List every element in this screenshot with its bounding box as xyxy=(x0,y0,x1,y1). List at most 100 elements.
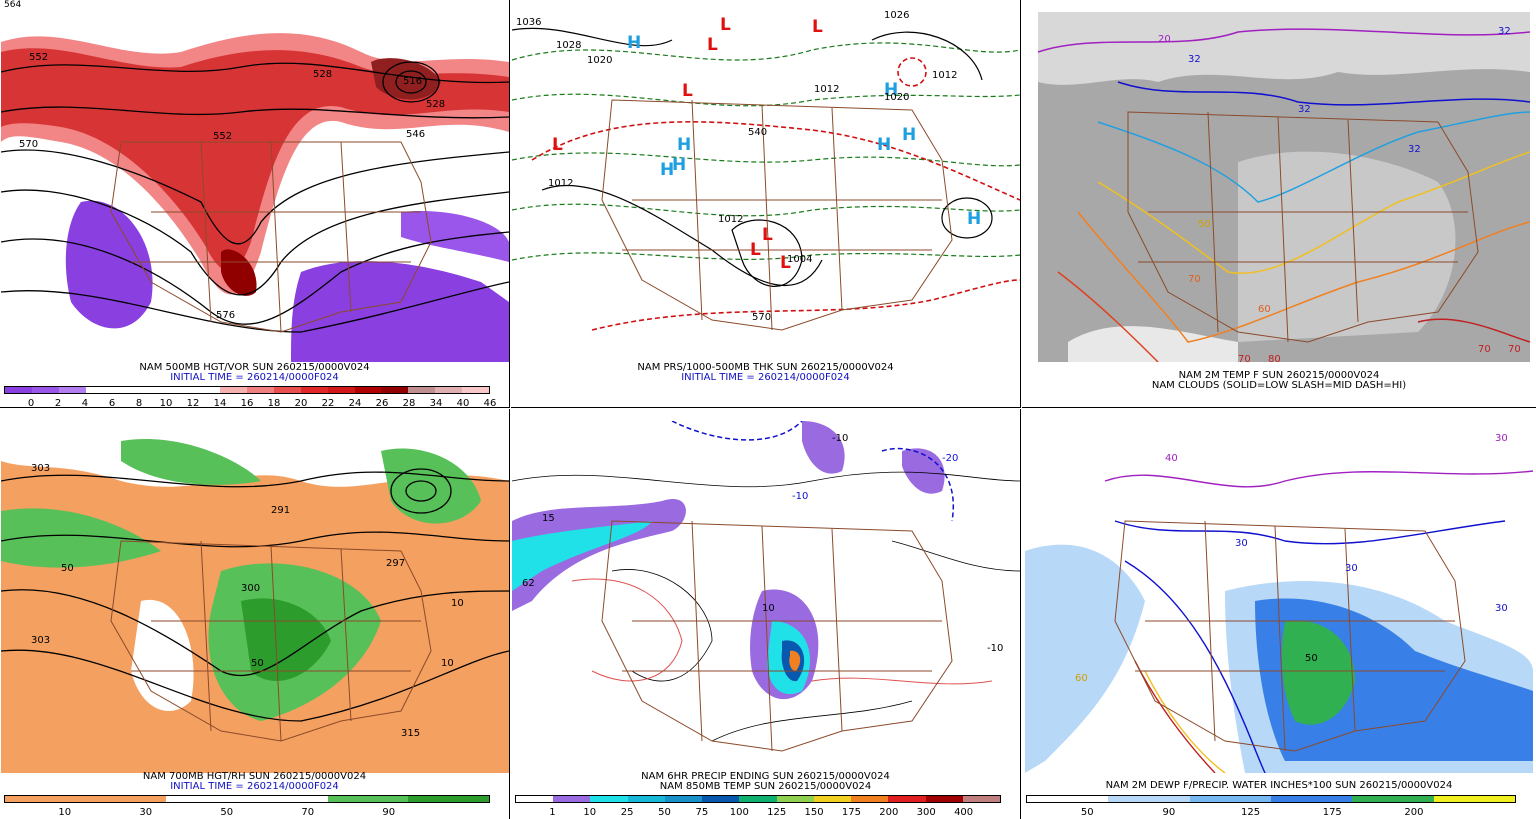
colorbar-swatch xyxy=(367,796,409,802)
contour-label: 60 xyxy=(1075,673,1088,684)
contour-label: 1026 xyxy=(884,10,909,21)
colorbar-swatch xyxy=(553,796,591,802)
colorbar xyxy=(515,795,1001,803)
colorbar-swatch xyxy=(206,796,247,802)
colorbar-tick-label: 175 xyxy=(1322,807,1342,818)
caption-title: NAM 700MB HGT/RH SUN 260215/0000V024 xyxy=(142,771,367,782)
colorbar-tick-label: 10 xyxy=(583,807,597,818)
contour-label: -10 xyxy=(832,433,848,444)
contour-label: 528 xyxy=(426,99,445,110)
colorbar-tick-label: 200 xyxy=(1404,807,1424,818)
low-pressure-marker: L xyxy=(812,17,823,37)
colorbar-tick-label: 4 xyxy=(81,398,89,408)
colorbar-tick-label: 125 xyxy=(1241,807,1261,818)
dewpoint-map: 30 40 30 30 60 30 50 xyxy=(1025,421,1533,773)
colorbar-tick-label: 50 xyxy=(1080,807,1094,818)
contour-label: 570 xyxy=(752,312,771,323)
contour-label: 62 xyxy=(522,578,535,589)
map-2m-temp: 32 20 32 32 50 70 70 60 70 70 80 32 xyxy=(1038,12,1530,362)
contour-label: 15 xyxy=(542,513,555,524)
high-pressure-marker: H xyxy=(884,80,898,100)
colorbar-tick-label: 0 xyxy=(27,398,35,408)
colorbar-swatch xyxy=(193,387,221,393)
panel-mslp-thickness: H H H H H H H H L L L L L L L L 1036 102… xyxy=(511,0,1021,408)
high-pressure-marker: H xyxy=(627,33,641,53)
colorbar-swatch xyxy=(590,796,628,802)
colorbar-swatch xyxy=(627,796,665,802)
contour-label: 1028 xyxy=(556,40,581,51)
colorbar-tick-label: 125 xyxy=(767,807,787,818)
colorbar-tick-label: 400 xyxy=(954,807,974,818)
colorbar-tick-label: 50 xyxy=(658,807,671,818)
colorbar-swatch xyxy=(220,387,248,393)
colorbar-tick-label: 18 xyxy=(267,398,281,408)
contour-label: 546 xyxy=(406,129,425,140)
panel-2m-temp-clouds: 32 20 32 32 50 70 70 60 70 70 80 32 NAM … xyxy=(1022,0,1536,408)
colorbar-swatch xyxy=(516,796,554,802)
colorbar-tick-label: 20 xyxy=(294,398,308,408)
colorbar-swatch xyxy=(408,796,449,802)
vorticity-map: 552 570 528 552 516 528 546 576 xyxy=(1,12,509,362)
contour-label: -10 xyxy=(987,643,1003,654)
caption-title: NAM 500MB HGT/VOR SUN 260215/0000V024 xyxy=(139,362,370,373)
colorbar-tick-label: 100 xyxy=(729,807,749,818)
contour-label: 32 xyxy=(1408,144,1421,155)
contour-label: 10 xyxy=(451,598,464,609)
high-pressure-marker: H xyxy=(660,160,674,180)
colorbar-swatch xyxy=(1433,796,1475,802)
contour-label: 1020 xyxy=(884,92,909,103)
map-mslp: H H H H H H H H L L L L L L L L 1036 102… xyxy=(512,0,1020,362)
colorbar-swatch xyxy=(462,387,490,393)
contour-label: 70 xyxy=(1238,354,1251,362)
colorbar-tick-label: 6 xyxy=(108,398,116,408)
colorbar-tick-label: 90 xyxy=(382,807,396,818)
colorbar-swatch xyxy=(139,387,167,393)
colorbar-swatch xyxy=(45,796,86,802)
colorbar-swatch xyxy=(5,387,32,393)
contour-label: 80 xyxy=(1268,354,1281,362)
colorbar-swatch xyxy=(31,387,59,393)
high-pressure-marker: H xyxy=(677,135,691,155)
colorbar-tick-label: 14 xyxy=(213,398,227,408)
colorbar-swatch xyxy=(962,796,1001,802)
colorbar-swatch xyxy=(1149,796,1190,802)
low-pressure-marker: L xyxy=(762,225,773,245)
colorbar-swatch xyxy=(381,387,409,393)
contour-label: -10 xyxy=(792,491,808,502)
contour-label: 1020 xyxy=(587,55,612,66)
low-pressure-marker: L xyxy=(780,253,791,273)
contour-label: 291 xyxy=(271,505,290,516)
high-pressure-marker: H xyxy=(902,125,916,145)
colorbar-swatch xyxy=(448,796,489,802)
contour-label: 1036 xyxy=(516,17,541,28)
colorbar-swatch xyxy=(776,796,814,802)
contour-label: 30 xyxy=(1235,538,1248,549)
colorbar-swatch xyxy=(125,796,167,802)
contour-label: 30 xyxy=(1345,563,1358,574)
colorbar-tick-label: 175 xyxy=(841,807,861,818)
colorbar-swatch xyxy=(925,796,963,802)
colorbar-swatch xyxy=(246,796,288,802)
low-pressure-marker: L xyxy=(720,15,731,35)
colorbar-swatch xyxy=(1027,796,1068,802)
contour-label: 50 xyxy=(1198,219,1211,230)
low-pressure-marker: L xyxy=(682,81,693,101)
colorbar-swatch xyxy=(327,387,355,393)
colorbar-tick-label: 46 xyxy=(483,398,497,408)
contour-label: 10 xyxy=(762,603,775,614)
colorbar-swatch xyxy=(813,796,852,802)
contour-label: 70 xyxy=(1478,344,1491,355)
high-pressure-marker: H xyxy=(877,135,891,155)
caption-initial-time: INITIAL TIME = 260214/0000F024 xyxy=(681,372,850,383)
colorbar-swatch xyxy=(5,796,46,802)
colorbar-swatch xyxy=(1393,796,1434,802)
colorbar-tick-label: 26 xyxy=(375,398,389,408)
contour-label: 1012 xyxy=(548,178,573,189)
colorbar-swatch xyxy=(166,387,194,393)
contour-label: 70 xyxy=(1188,274,1201,285)
colorbar-tick-label: 50 xyxy=(220,807,234,818)
mslp-map: H H H H H H H H L L L L L L L L 1036 102… xyxy=(512,0,1020,362)
colorbar-tick-label: 25 xyxy=(620,807,634,818)
colorbar-tick-label: 90 xyxy=(1162,807,1176,818)
colorbar-tick-label: 150 xyxy=(804,807,824,818)
